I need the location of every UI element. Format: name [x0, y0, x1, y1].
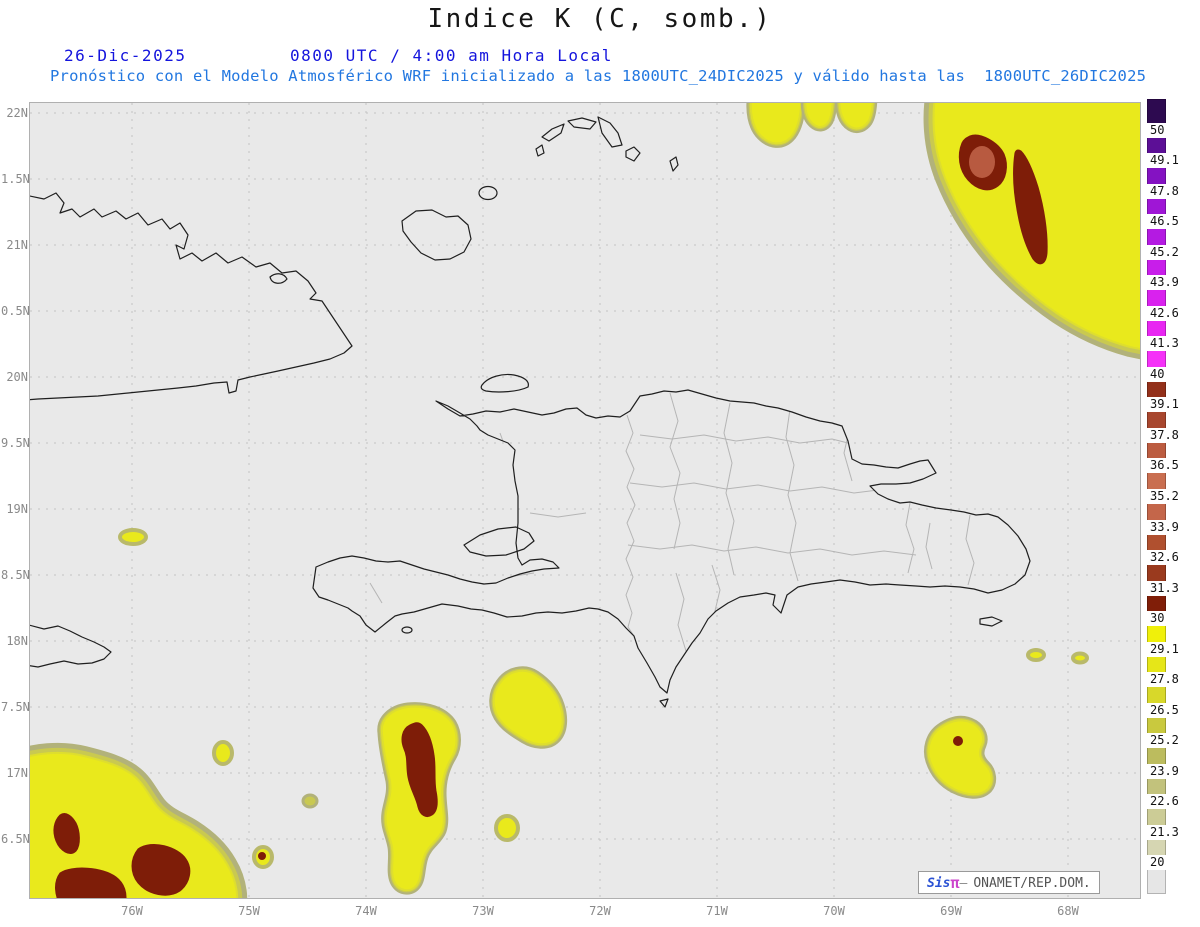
colorbar-tick-label: 26.5	[1147, 702, 1182, 718]
colorbar-tick-label: 21.3	[1147, 824, 1182, 840]
province-borders	[369, 392, 975, 652]
lat-tick-label: 0.5N	[1, 304, 30, 318]
lat-tick-label: 20N	[6, 370, 28, 384]
lat-tick-label: 17N	[6, 766, 28, 780]
colorbar-tick-label: 36.5	[1147, 458, 1182, 474]
contour-red-core	[131, 844, 191, 896]
coastline-west-caicos	[535, 144, 545, 157]
colorbar-tick-label: 49.1	[1147, 153, 1182, 169]
contour-red-core	[953, 736, 963, 746]
credit-separator: —	[959, 876, 968, 891]
lat-tick-label: 21N	[6, 238, 28, 252]
lat-tick-label: 1.5N	[1, 172, 30, 186]
coastline-ile-a-vache	[401, 626, 413, 634]
colorbar-tick-label: 35.2	[1147, 489, 1182, 504]
colorbar-tick-label: 40	[1147, 366, 1168, 382]
lat-tick-label: 22N	[6, 106, 28, 120]
coastline-hispaniola	[312, 389, 1031, 694]
coastline-caicos	[597, 116, 623, 148]
credit-box: Sis π — ONAMET/REP.DOM.	[918, 871, 1100, 894]
colorbar-tick-label: 25.2	[1147, 733, 1182, 749]
lat-tick-label: 8.5N	[1, 568, 30, 582]
contour-speck	[1071, 651, 1089, 665]
map-svg	[30, 103, 1140, 898]
colorbar-tick-label: 29.1	[1147, 641, 1182, 657]
contour-red-core	[401, 722, 438, 818]
lon-tick-label: 68W	[1057, 904, 1079, 918]
header-line-2: Pronóstico con el Modelo Atmosférico WRF…	[50, 67, 1147, 85]
coastline-caicos	[567, 117, 597, 130]
page-title: Indice K (C, somb.)	[427, 4, 773, 34]
colorbar-tick-label: 33.9	[1147, 519, 1182, 535]
coastline-caicos	[541, 123, 565, 142]
contour-speck	[301, 793, 319, 809]
lon-tick-label: 72W	[589, 904, 611, 918]
lon-tick-label: 74W	[355, 904, 377, 918]
colorbar-tick-label: 47.8	[1147, 183, 1182, 199]
contour-red-core	[55, 867, 127, 906]
map-plot-area	[30, 103, 1140, 898]
lat-tick-label: 6.5N	[1, 832, 30, 846]
lon-tick-label: 76W	[121, 904, 143, 918]
brand-pi-icon: π	[950, 874, 960, 892]
coastline-saona	[979, 616, 1003, 627]
coastline-tortuga	[480, 373, 529, 393]
contour-speck	[212, 740, 234, 766]
colorbar-tick-label: 41.3	[1147, 336, 1182, 352]
colorbar-tick-label: 42.6	[1147, 305, 1182, 321]
lat-tick-label: 19N	[6, 502, 28, 516]
coastline-great-inagua	[401, 209, 472, 261]
lon-tick-label: 73W	[472, 904, 494, 918]
brand-sis: Sis	[927, 876, 951, 891]
forecast-time: 0800 UTC / 4:00 am Hora Local	[290, 46, 613, 65]
header-line-1: 26-Dic-2025 0800 UTC / 4:00 am Hora Loca…	[0, 46, 1200, 66]
coastline-cuba-lagoon	[269, 273, 288, 284]
coastline-little-inagua	[478, 185, 498, 201]
colorbar-tick-label: 30	[1147, 611, 1168, 627]
colorbar-tick-label: 20	[1147, 855, 1168, 871]
lon-tick-label: 70W	[823, 904, 845, 918]
credit-org: ONAMET/REP.DOM.	[973, 876, 1091, 891]
colorbar-tick-label: 23.9	[1147, 763, 1182, 779]
lon-tick-label: 75W	[238, 904, 260, 918]
colorbar-tick-label: 43.9	[1147, 275, 1182, 291]
colorbar-tick-label: 37.8	[1147, 427, 1182, 443]
coastline-gonave	[463, 526, 535, 557]
contour-red-core	[258, 852, 266, 860]
colorbar-tick-label: 45.2	[1147, 244, 1182, 260]
coastline-jamaica	[24, 623, 112, 668]
colorbar-tick-label: 46.5	[1147, 214, 1182, 230]
contour-red-core	[1013, 149, 1048, 265]
coastline-beata	[659, 698, 669, 708]
k-index-shaded-contours	[30, 103, 1140, 898]
contour-red-core	[53, 813, 80, 854]
coastline-cuba	[24, 192, 353, 401]
lat-tick-label: 7.5N	[1, 700, 30, 714]
coastlines	[24, 116, 1031, 708]
colorbar-tick-label: 31.3	[1147, 580, 1182, 596]
lon-tick-label: 69W	[940, 904, 962, 918]
colorbar-tick-label: 22.6	[1147, 794, 1182, 810]
contour-speck	[494, 814, 520, 842]
coastline-grand-turk	[669, 156, 679, 172]
forecast-date: 26-Dic-2025	[64, 46, 187, 65]
colorbar-tick-label: 32.6	[1147, 550, 1182, 566]
colorbar-tick-label: 27.8	[1147, 672, 1182, 688]
contour-speck	[1026, 648, 1046, 662]
colorbar-tick-label: 50	[1147, 122, 1168, 138]
coastline-caicos	[625, 146, 641, 162]
lat-tick-label: 9.5N	[1, 436, 30, 450]
lon-tick-label: 71W	[706, 904, 728, 918]
lat-tick-label: 18N	[6, 634, 28, 648]
contour-red-inner	[969, 146, 995, 178]
contour-speck	[118, 528, 148, 546]
colorbar-tick-label: 39.1	[1147, 397, 1182, 413]
